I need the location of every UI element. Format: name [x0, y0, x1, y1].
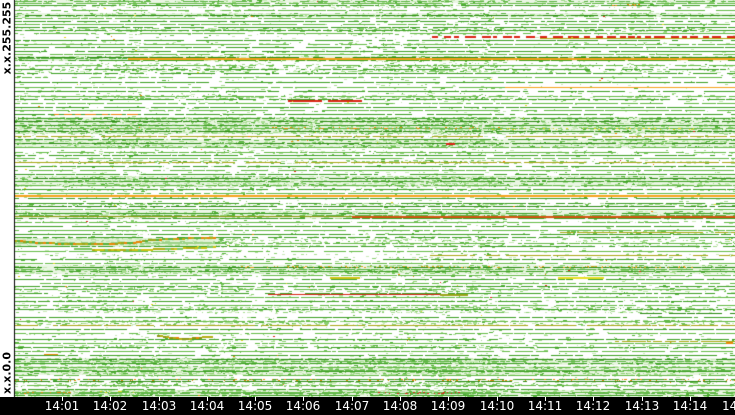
plot-area-canvas[interactable] [0, 0, 735, 397]
x-axis-tick [593, 397, 594, 401]
x-tick-label: 14:10 [479, 399, 515, 413]
x-tick-label: 14:11 [527, 399, 563, 413]
y-axis-top-label: x.x.255.255 [0, 1, 14, 75]
x-axis-tick [159, 397, 160, 401]
x-tick-label: 14:09 [430, 399, 466, 413]
x-tick-label: 14:04 [189, 399, 225, 413]
x-tick-label: 14:13 [624, 399, 660, 413]
x-tick-label: 14:08 [382, 399, 418, 413]
x-axis-tick [545, 397, 546, 401]
y-axis-bottom-label: x.x.0.0 [0, 351, 14, 395]
x-axis-strip: 14:01 14:02 14:03 14:04 14:05 14:06 14:07 14:08… [0, 397, 735, 415]
x-axis-tick [400, 397, 401, 401]
x-tick-label: 14:12 [575, 399, 611, 413]
x-tick-label: 14:07 [334, 399, 370, 413]
x-axis-tick [303, 397, 304, 401]
x-tick-label: 14:14 [672, 399, 708, 413]
x-axis-tick [255, 397, 256, 401]
x-axis-tick [207, 397, 208, 401]
x-axis-tick [110, 397, 111, 401]
x-tick-label: 14:06 [285, 399, 321, 413]
x-tick-label: 14:05 [237, 399, 273, 413]
x-axis-tick [690, 397, 691, 401]
x-axis-tick [448, 397, 449, 401]
x-axis-tick [497, 397, 498, 401]
x-tick-label: 14:01 [44, 399, 80, 413]
x-tick-label-partial: 14 [722, 399, 735, 413]
x-tick-label: 14:02 [92, 399, 128, 413]
x-axis-tick [642, 397, 643, 401]
x-tick-label: 14:03 [141, 399, 177, 413]
x-axis-tick [62, 397, 63, 401]
x-axis-tick [352, 397, 353, 401]
